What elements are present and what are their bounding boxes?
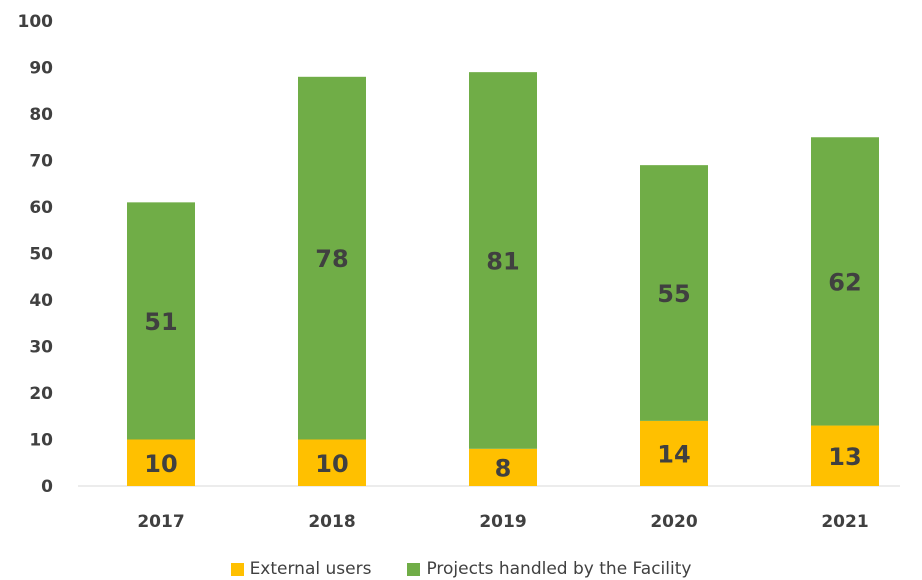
bar-external-users-2017 [127,439,195,486]
bar-projects-2021 [811,137,879,426]
y-tick-label: 90 [29,59,53,79]
data-label: 13 [828,443,861,471]
data-label: 14 [657,440,690,468]
legend-item-projects: Projects handled by the Facility [407,559,691,579]
y-tick-label: 100 [18,12,54,32]
y-tick-label: 30 [29,338,53,358]
bar-projects-2017 [127,202,195,440]
x-tick-label: 2020 [650,512,697,532]
bars: 10 51 10 78 8 81 14 55 13 62 [127,72,879,486]
data-label: 78 [315,245,348,273]
data-label: 10 [144,450,177,478]
x-tick-label: 2019 [479,512,526,532]
y-tick-label: 50 [29,245,53,265]
bar-external-users-2021 [811,425,879,486]
y-tick-label: 10 [29,431,53,451]
bar-projects-2018 [298,76,366,440]
x-tick-label: 2021 [821,512,868,532]
x-tick-label: 2017 [137,512,184,532]
y-tick-label: 80 [29,105,53,125]
legend: External users Projects handled by the F… [0,558,922,580]
legend-label-external-users: External users [249,559,372,579]
bar-projects-2020 [640,165,708,421]
legend-item-external-users: External users [230,559,372,579]
bar-external-users-2018 [298,439,366,486]
data-label: 51 [144,308,177,336]
bar-projects-2019 [469,72,537,449]
data-label: 55 [657,280,690,308]
y-tick-label: 0 [41,477,53,497]
y-tick-label: 60 [29,198,53,218]
y-tick-label: 70 [29,152,53,172]
legend-swatch-projects [407,562,421,576]
legend-swatch-external-users [230,562,244,576]
y-tick-label: 20 [29,384,53,404]
bar-external-users-2019 [469,448,537,486]
legend-label-projects: Projects handled by the Facility [426,559,692,579]
x-tick-label: 2018 [308,512,355,532]
data-label: 81 [486,247,519,275]
x-axis: 2017 2018 2019 2020 2021 [137,512,868,532]
y-axis: 0 10 20 30 40 50 60 70 80 90 100 [18,12,54,497]
stacked-bar-chart: 0 10 20 30 40 50 60 70 80 90 100 10 51 10 78 8 81 14 55 13… [18,12,900,532]
bar-external-users-2020 [640,420,708,486]
data-label: 8 [495,454,512,482]
data-label: 62 [828,268,861,296]
data-label: 10 [315,450,348,478]
y-tick-label: 40 [29,291,53,311]
